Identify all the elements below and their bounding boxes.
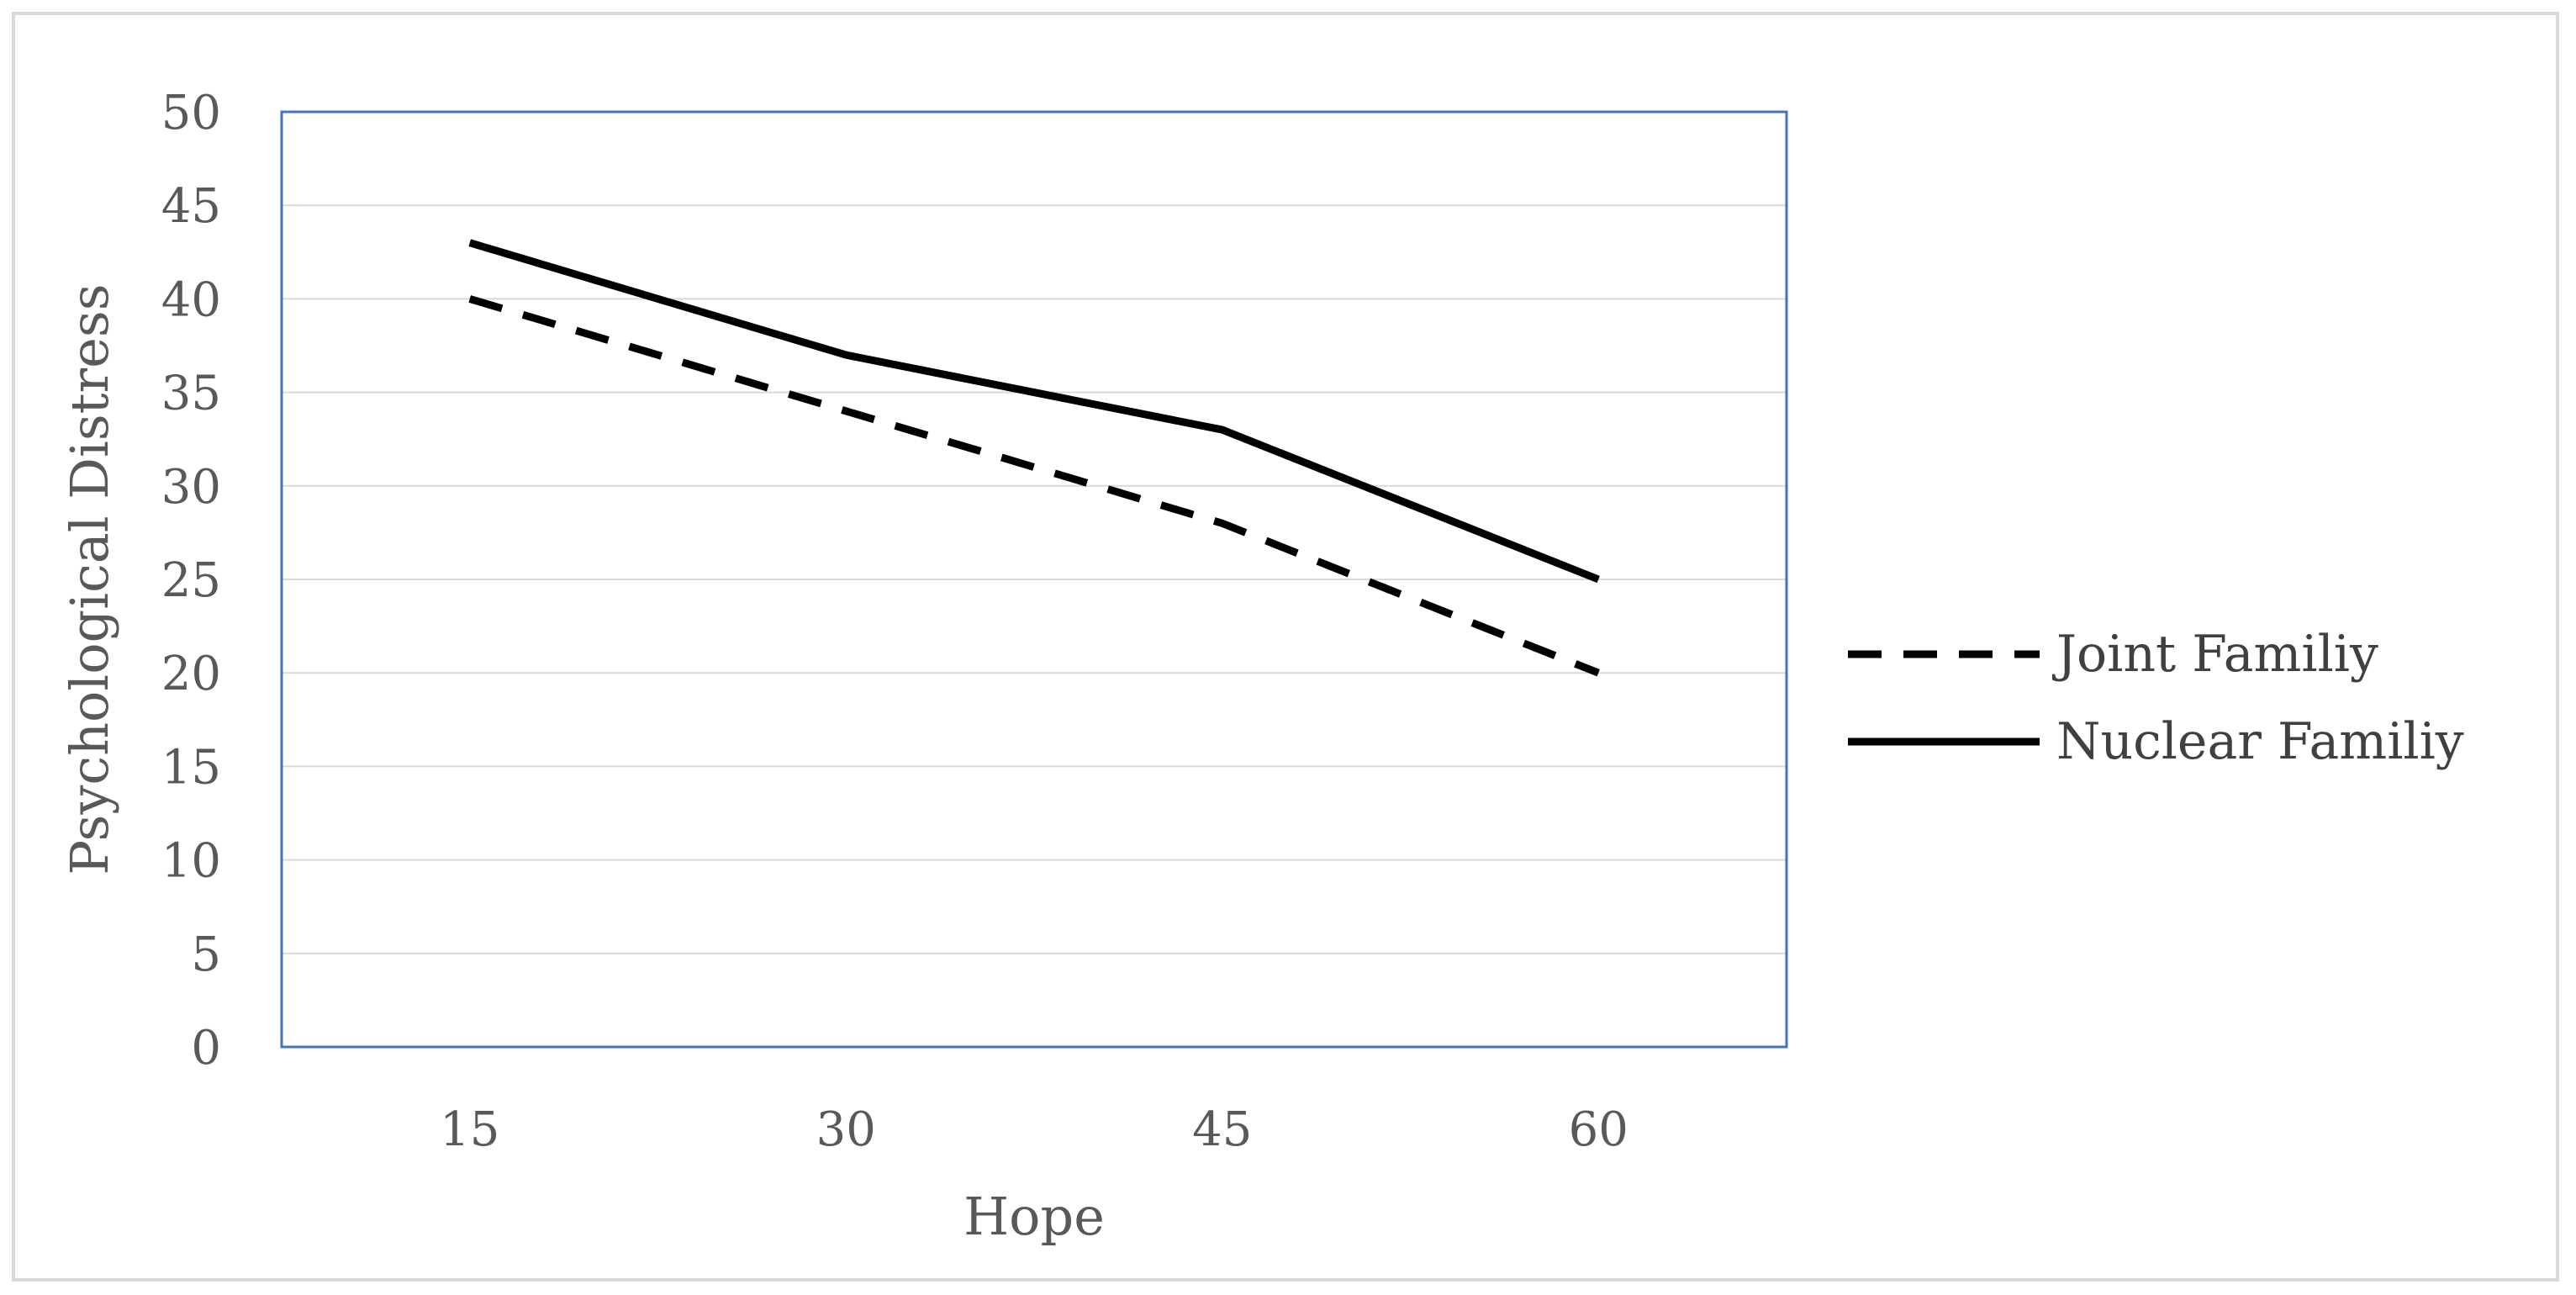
y-tick-label: 25 (161, 553, 221, 608)
y-tick-label: 50 (161, 86, 221, 140)
y-tick-label: 0 (191, 1021, 221, 1076)
y-tick-label: 15 (161, 740, 221, 795)
y-tick-label: 30 (161, 460, 221, 515)
legend: Joint Familiy Nuclear Familiy (1848, 625, 2464, 771)
series-lines (468, 239, 1600, 677)
legend-label: Joint Familiy (2051, 625, 2378, 684)
x-tick-label: 45 (1192, 1102, 1252, 1157)
y-tick-labels: 0 5 10 15 20 25 30 35 40 45 50 (161, 86, 221, 1076)
series-line-nuclear-family (468, 239, 1600, 584)
y-tick-label: 40 (161, 272, 221, 327)
legend-label: Nuclear Familiy (2056, 712, 2464, 771)
x-tick-label: 30 (816, 1102, 876, 1157)
plot-area-border (280, 110, 1788, 1049)
x-axis-title: Hope (963, 1186, 1105, 1247)
y-tick-label: 5 (191, 928, 221, 982)
y-tick-label: 45 (161, 179, 221, 234)
x-tick-label: 15 (440, 1102, 499, 1157)
y-tick-label: 20 (161, 647, 221, 701)
x-tick-labels: 15 30 45 60 (440, 1102, 1628, 1157)
x-tick-label: 60 (1569, 1102, 1628, 1157)
chart-frame (12, 12, 2559, 1282)
y-axis-title: Psychological Distress (59, 283, 120, 875)
gridlines (282, 204, 1787, 954)
y-tick-label: 35 (161, 367, 221, 421)
series-line-joint-family (468, 295, 1600, 677)
y-tick-label: 10 (161, 834, 221, 889)
